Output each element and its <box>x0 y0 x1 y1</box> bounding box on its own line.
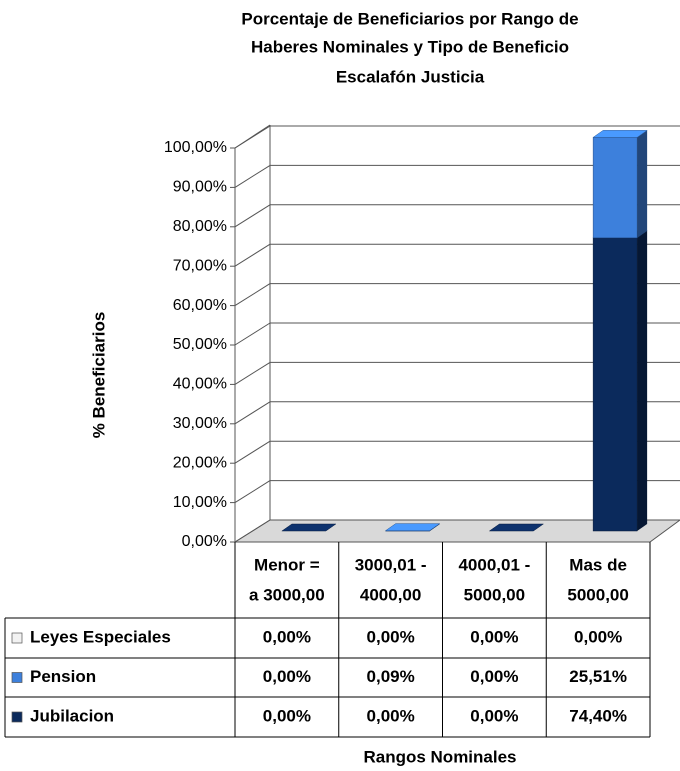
table-cell: 25,51% <box>569 667 627 686</box>
bar-side <box>637 230 648 531</box>
y-tick-label: 80,00% <box>173 218 227 235</box>
y-tick-label: 0,00% <box>182 533 227 550</box>
y-axis-label: % Beneficiarios <box>89 312 108 439</box>
bar-top <box>488 523 545 532</box>
y-tick-label: 20,00% <box>173 454 227 471</box>
chart-title: Porcentaje de Beneficiarios por Rango de <box>241 9 578 28</box>
table-cell: 0,09% <box>367 667 415 686</box>
x-tick-label: 4000,00 <box>360 585 421 604</box>
bar-front <box>592 237 638 532</box>
table-cell: 0,00% <box>367 706 415 725</box>
x-axis-label: Rangos Nominales <box>363 747 516 766</box>
grid-line <box>234 519 271 543</box>
x-tick-label: 5000,00 <box>567 585 628 604</box>
table-cell: 74,40% <box>569 706 627 725</box>
y-tick-label: 60,00% <box>173 297 227 314</box>
y-tick-label: 10,00% <box>173 494 227 511</box>
chart-title: Haberes Nominales y Tipo de Beneficio <box>251 37 569 56</box>
bar-front <box>592 137 638 239</box>
bar-top <box>281 523 337 532</box>
x-tick-label: 3000,01 - <box>355 555 427 574</box>
grid-line <box>234 125 271 149</box>
y-tick-label: 40,00% <box>173 376 227 393</box>
x-tick-label: 4000,01 - <box>458 555 530 574</box>
grid-line <box>234 361 271 385</box>
grid-line <box>234 440 271 464</box>
bar-top <box>384 523 441 531</box>
table-cell: 0,00% <box>367 627 415 646</box>
grid-line <box>234 283 271 307</box>
x-tick-label: Mas de <box>569 555 627 574</box>
legend-swatch <box>11 672 23 683</box>
bar-top <box>592 130 648 138</box>
grid-line <box>234 480 271 504</box>
table-cell: 0,00% <box>574 627 622 646</box>
table-cell: 0,00% <box>470 627 518 646</box>
table-cell: 0,00% <box>263 667 311 686</box>
grid-line <box>234 204 271 228</box>
y-tick-label: 100,00% <box>164 139 227 156</box>
bar-side <box>637 130 648 238</box>
legend-swatch <box>11 711 23 723</box>
x-tick-label: a 3000,00 <box>249 585 325 604</box>
table-cell: 0,00% <box>470 667 518 686</box>
y-tick-label: 30,00% <box>173 415 227 432</box>
grid-line <box>234 401 271 425</box>
table-cell: 0,00% <box>263 627 311 646</box>
chart-title: Escalafón Justicia <box>336 67 485 86</box>
x-tick-label: 5000,00 <box>464 585 525 604</box>
legend-label: Jubilacion <box>30 706 114 725</box>
legend-swatch <box>11 632 23 644</box>
legend-label: Leyes Especiales <box>30 627 171 646</box>
grid-line <box>234 322 271 346</box>
grid-line <box>234 164 271 188</box>
y-tick-label: 50,00% <box>173 336 227 353</box>
grid-line <box>234 243 271 267</box>
legend-label: Pension <box>30 667 96 686</box>
x-tick-label: Menor = <box>254 555 320 574</box>
y-tick-label: 90,00% <box>173 179 227 196</box>
plot-back <box>235 125 680 542</box>
table-cell: 0,00% <box>470 706 518 725</box>
y-tick-label: 70,00% <box>173 257 227 274</box>
table-cell: 0,00% <box>263 706 311 725</box>
